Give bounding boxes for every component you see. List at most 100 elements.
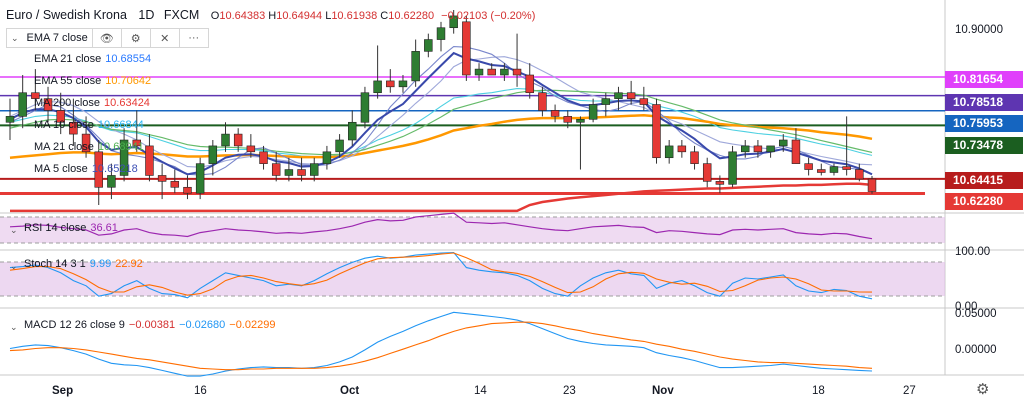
candle-body [43, 98, 53, 111]
symbol-name[interactable]: Euro / Swedish Krona [6, 8, 127, 22]
candle-body [829, 166, 839, 173]
stoch-collapse-chevron-icon[interactable]: ⌄ [10, 261, 18, 271]
candle-body [855, 169, 864, 180]
candle [538, 86, 547, 117]
candle [221, 122, 230, 152]
candle [487, 63, 496, 76]
open-value: 10.64383 [219, 10, 266, 22]
macd-collapse-chevron-icon[interactable]: ⌄ [10, 322, 18, 332]
candle [449, 10, 458, 34]
legend-ma10[interactable]: MA 10 close 10.66844 [34, 119, 144, 131]
candle-body [157, 175, 167, 182]
candle-body [500, 68, 509, 76]
candle [791, 128, 801, 164]
candle [81, 116, 91, 158]
candle [728, 145, 737, 188]
candle-body [702, 163, 712, 182]
candle [322, 145, 332, 170]
legend-ma200[interactable]: MA 200 close 10.63424 [34, 97, 150, 109]
candle [867, 176, 877, 194]
candle [702, 157, 712, 188]
candle-body [563, 116, 572, 123]
candle-body [753, 145, 763, 153]
candle [398, 75, 408, 93]
candle-body [31, 92, 40, 99]
stoch-tick-100: 100.00 [955, 246, 991, 258]
candle-body [766, 145, 775, 153]
legend-ma21[interactable]: MA 21 close 10.68941 [34, 141, 144, 153]
candle-body [474, 68, 484, 76]
legend-ema55[interactable]: EMA 55 close 10.70642 [34, 75, 152, 87]
rsi-label[interactable]: RSI 14 close 36.61 [24, 222, 118, 234]
candle [411, 39, 420, 87]
high-value: 10.64944 [276, 10, 323, 22]
candle [132, 110, 141, 152]
candle-body [538, 92, 547, 111]
rsi-line [9, 212, 873, 240]
stoch-tick-0: 0.00 [955, 301, 978, 313]
collapse-chevron-icon[interactable]: ⌄ [11, 32, 19, 43]
candle [779, 134, 788, 152]
price-tag-10-78518: 10.78518 [945, 94, 1023, 111]
candle [436, 21, 446, 52]
candle-body [791, 139, 801, 164]
interval[interactable]: 1D [138, 8, 155, 22]
candle [271, 151, 281, 182]
candle-body [449, 15, 458, 29]
candle-body [715, 181, 725, 185]
candle-body [436, 27, 446, 40]
price-tag-10-62280: 10.62280 [945, 193, 1023, 210]
x-label-27: 27 [903, 385, 916, 397]
candle-body [690, 151, 699, 164]
candle-body [18, 92, 27, 117]
candle [69, 98, 78, 146]
price-tag-10-75953: 10.75953 [945, 115, 1023, 132]
price-tag-10-64415: 10.64415 [945, 172, 1023, 189]
stoch-label[interactable]: Stoch 14 3 1 9.99 22.92 [24, 258, 143, 270]
candle [550, 104, 560, 123]
series-line-ema-21-close [9, 88, 873, 158]
legend-ma5[interactable]: MA 5 close 10.65218 [34, 163, 138, 175]
candle [208, 140, 218, 176]
candle [753, 140, 763, 158]
close-icon[interactable]: ✕ [149, 29, 179, 47]
candle-body [69, 121, 78, 135]
candle [855, 163, 864, 182]
stoch-d-line [9, 252, 873, 296]
candle [284, 157, 294, 182]
chart-header: Euro / Swedish Krona 1D FXCM O10.64383 H… [6, 8, 535, 22]
candle-body [56, 110, 65, 123]
candle [335, 134, 344, 158]
x-label-16: 16 [194, 385, 207, 397]
candle [741, 140, 750, 158]
candle-body [183, 186, 192, 194]
candle-body [119, 139, 129, 176]
macd-label[interactable]: MACD 12 26 close 9 −0.00381 −0.02680 −0.022… [24, 319, 276, 331]
candle [107, 163, 116, 200]
candle-body [588, 104, 598, 120]
chart-settings-gear-icon[interactable]: ⚙ [976, 381, 990, 398]
candle [652, 98, 661, 164]
candle [525, 63, 534, 99]
candle [614, 86, 623, 111]
more-icon[interactable]: ··· [178, 29, 208, 47]
candle [601, 92, 611, 117]
candle-body [284, 169, 294, 176]
candle-body [322, 151, 332, 164]
candle [119, 128, 129, 182]
candle-body [512, 68, 522, 76]
rsi-collapse-chevron-icon[interactable]: ⌄ [10, 225, 18, 235]
candle-body [297, 169, 306, 176]
eye-icon[interactable]: 👁 [91, 29, 121, 47]
study-box-ema7[interactable]: ⌄ EMA 7 close 👁 ⚙ ✕ ··· [6, 28, 209, 48]
macd-signal-line [9, 321, 873, 371]
x-label-sep: Sep [52, 385, 74, 397]
candle-body [170, 181, 180, 188]
legend-ema21[interactable]: EMA 21 close 10.68554 [34, 53, 152, 65]
candle-body [817, 169, 826, 173]
candle-body [398, 80, 408, 88]
settings-gear-icon[interactable]: ⚙ [120, 29, 150, 47]
candle-body [550, 110, 560, 117]
candle-body [411, 51, 420, 82]
